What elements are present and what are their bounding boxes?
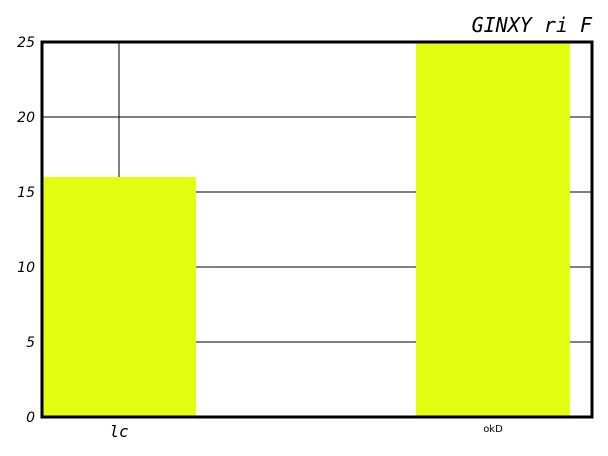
x-axis-ticks: lc okD: [109, 422, 503, 441]
plot-frame: [40, 40, 594, 419]
y-tick-label-0: 0: [26, 410, 35, 426]
x-tick-label-lc: lc: [109, 422, 128, 441]
x-tick-label-okd: okD: [483, 424, 503, 435]
y-axis-ticks: 0 5 10 15 20 25: [17, 35, 35, 426]
bar-okD: [416, 42, 570, 417]
y-tick-label-10: 10: [17, 260, 35, 276]
y-tick-label-15: 15: [17, 185, 35, 201]
y-tick-label-25: 25: [17, 35, 35, 51]
bar-lc: [42, 177, 196, 417]
chart-title: GINXY ri F: [472, 13, 593, 37]
bars: [42, 42, 570, 417]
y-tick-label-5: 5: [26, 335, 35, 351]
y-tick-label-20: 20: [17, 110, 35, 126]
